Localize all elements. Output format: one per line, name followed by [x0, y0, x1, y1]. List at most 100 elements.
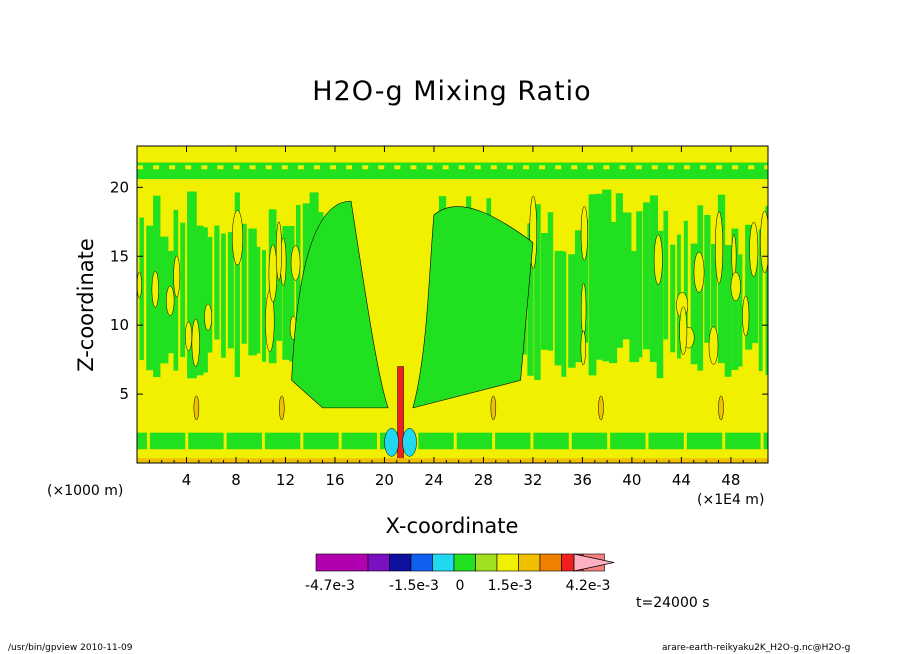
x-axis: 4 8 12 16 20 24 28 32 36 40 44 48 [148, 146, 757, 489]
field-cell [764, 165, 768, 170]
field-cell [410, 165, 417, 170]
field-cell [146, 431, 150, 451]
colorbar-swatch [518, 553, 541, 572]
field-cell [683, 165, 690, 170]
field-cell [415, 431, 419, 451]
x-tick-label: 44 [672, 471, 691, 489]
field-cell [649, 195, 659, 362]
y-axis: 5 10 15 20 [110, 178, 768, 403]
x-tick-label: 8 [231, 471, 241, 489]
x-tick-label: 4 [182, 471, 192, 489]
field-cell [760, 431, 764, 451]
field-cell [490, 395, 497, 421]
colorbar-swatch [496, 553, 519, 572]
field-cell [474, 165, 481, 170]
field-cell [690, 243, 699, 365]
colorbar-swatch [539, 553, 562, 572]
field-cell [718, 395, 724, 421]
colorbar-swatch [367, 553, 390, 572]
field-cell [313, 165, 320, 170]
field-cell [708, 326, 719, 365]
colorbar-swatch [453, 553, 476, 572]
field-cell [716, 165, 723, 170]
field-cell [137, 271, 142, 299]
field-cell [568, 431, 572, 451]
plot-frame [136, 145, 769, 464]
field-cell [758, 229, 763, 372]
field-cell [527, 223, 534, 376]
field-cell [173, 255, 181, 298]
field-cell [279, 395, 285, 421]
y-tick-label: 5 [119, 385, 129, 403]
field-cell [693, 251, 705, 293]
field-cell [587, 165, 594, 170]
field-cell [667, 165, 674, 170]
field-cell [137, 165, 143, 170]
x-unit-left: (×1000 m) [47, 483, 124, 499]
field-cell [249, 165, 256, 170]
field-cell [760, 210, 768, 274]
field-layer [137, 162, 768, 463]
field-cell [185, 321, 193, 351]
field-cell [717, 194, 726, 364]
field-cell [268, 244, 278, 303]
field-cell [185, 431, 189, 451]
field-cell [151, 271, 159, 308]
colorbar-swatch [389, 553, 412, 572]
field-cell [275, 221, 282, 281]
field-cell [289, 225, 295, 362]
colorbar-label: 0 [456, 578, 465, 594]
field-cell [330, 165, 337, 170]
field-cell [281, 165, 288, 170]
field-cell [193, 225, 204, 376]
field-cell [261, 431, 265, 451]
x-unit-right: (×1E4 m) [697, 492, 765, 508]
field-cell [506, 165, 513, 170]
field-cell [394, 165, 401, 170]
field-cell [137, 432, 768, 450]
field-cell [180, 222, 186, 358]
field-cell [492, 431, 496, 451]
x-axis-label: X-coordinate [385, 514, 519, 538]
field-cell [732, 165, 739, 170]
field-cell [412, 206, 534, 409]
field-cell [574, 230, 583, 363]
feature-negative-anomaly [384, 428, 399, 457]
field-cell [580, 330, 586, 366]
field-cell [724, 245, 732, 377]
field-cell [169, 165, 176, 170]
colorbar-label: -1.5e-3 [389, 578, 439, 594]
field-cell [214, 225, 220, 340]
field-cell [751, 249, 759, 344]
field-cell [539, 165, 546, 170]
field-cell [629, 251, 640, 363]
field-cell [290, 245, 301, 281]
field-cell [207, 236, 213, 353]
field-cell [619, 165, 626, 170]
field-cell [453, 431, 457, 451]
field-cell [223, 431, 227, 451]
x-tick-label: 36 [573, 471, 592, 489]
field-cell [137, 162, 768, 180]
time-label: t=24000 s [636, 595, 710, 611]
field-cell [137, 181, 768, 185]
field-cell [490, 165, 497, 170]
field-cell [730, 272, 741, 302]
colorbar-swatch [410, 553, 433, 572]
field-cell [595, 193, 604, 360]
field-cell [241, 223, 247, 344]
feature-negative-anomaly [402, 428, 417, 457]
x-tick-label: 40 [622, 471, 641, 489]
field-cell [670, 244, 676, 353]
field-cell [607, 431, 611, 451]
field-cell [221, 233, 226, 358]
field-cell [146, 225, 154, 371]
footer-right: arare-earth-reikyaku2K_H2O-g.nc@H2O-g [662, 643, 851, 653]
field-cell [540, 232, 551, 350]
field-cell [656, 230, 664, 379]
feature-updraft-core [397, 366, 404, 463]
field-cell [651, 165, 658, 170]
field-cell [153, 165, 160, 170]
field-cell [571, 165, 578, 170]
